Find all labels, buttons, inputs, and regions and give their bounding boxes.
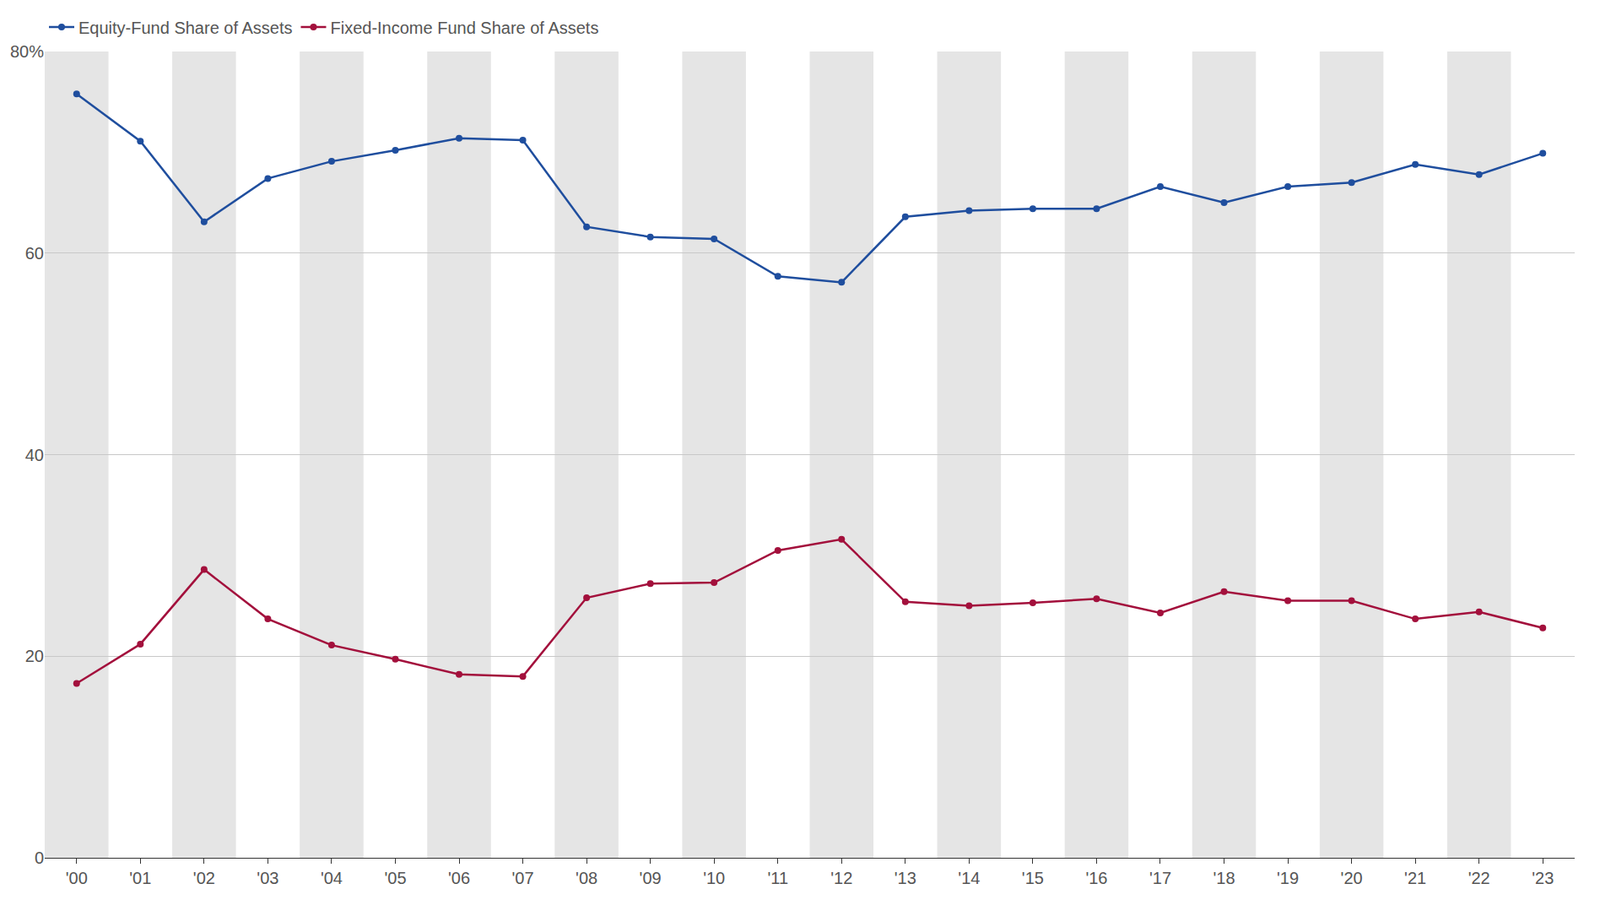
svg-text:'08: '08	[575, 868, 598, 887]
svg-text:'14: '14	[957, 868, 980, 887]
svg-text:'01: '01	[129, 868, 152, 887]
svg-text:'19: '19	[1276, 868, 1299, 887]
svg-text:80%: 80%	[10, 42, 44, 61]
svg-text:'07: '07	[512, 868, 535, 887]
svg-text:'18: '18	[1212, 868, 1235, 887]
svg-text:20: 20	[25, 646, 44, 665]
svg-text:'10: '10	[702, 868, 725, 887]
svg-text:'03: '03	[256, 868, 279, 887]
svg-text:'02: '02	[193, 868, 216, 887]
svg-text:'05: '05	[383, 868, 406, 887]
svg-text:'16: '16	[1085, 868, 1108, 887]
svg-text:'15: '15	[1021, 868, 1044, 887]
svg-text:'22: '22	[1468, 868, 1491, 887]
svg-text:'17: '17	[1149, 868, 1172, 887]
svg-text:'20: '20	[1340, 868, 1363, 887]
svg-text:'00: '00	[65, 868, 88, 887]
svg-text:'21: '21	[1404, 868, 1427, 887]
svg-text:0: 0	[34, 848, 44, 867]
svg-text:60: 60	[25, 243, 44, 263]
svg-text:'23: '23	[1531, 868, 1554, 887]
svg-text:Equity-Fund Share of Assets: Equity-Fund Share of Assets	[78, 18, 292, 38]
svg-text:'12: '12	[830, 868, 853, 887]
svg-text:'06: '06	[448, 868, 471, 887]
svg-text:'13: '13	[894, 868, 917, 887]
svg-text:40: 40	[25, 445, 44, 465]
svg-text:'11: '11	[767, 868, 789, 887]
svg-text:'04: '04	[320, 868, 343, 887]
svg-text:'09: '09	[639, 868, 662, 887]
svg-text:Fixed-Income Fund Share of Ass: Fixed-Income Fund Share of Assets	[329, 18, 599, 38]
